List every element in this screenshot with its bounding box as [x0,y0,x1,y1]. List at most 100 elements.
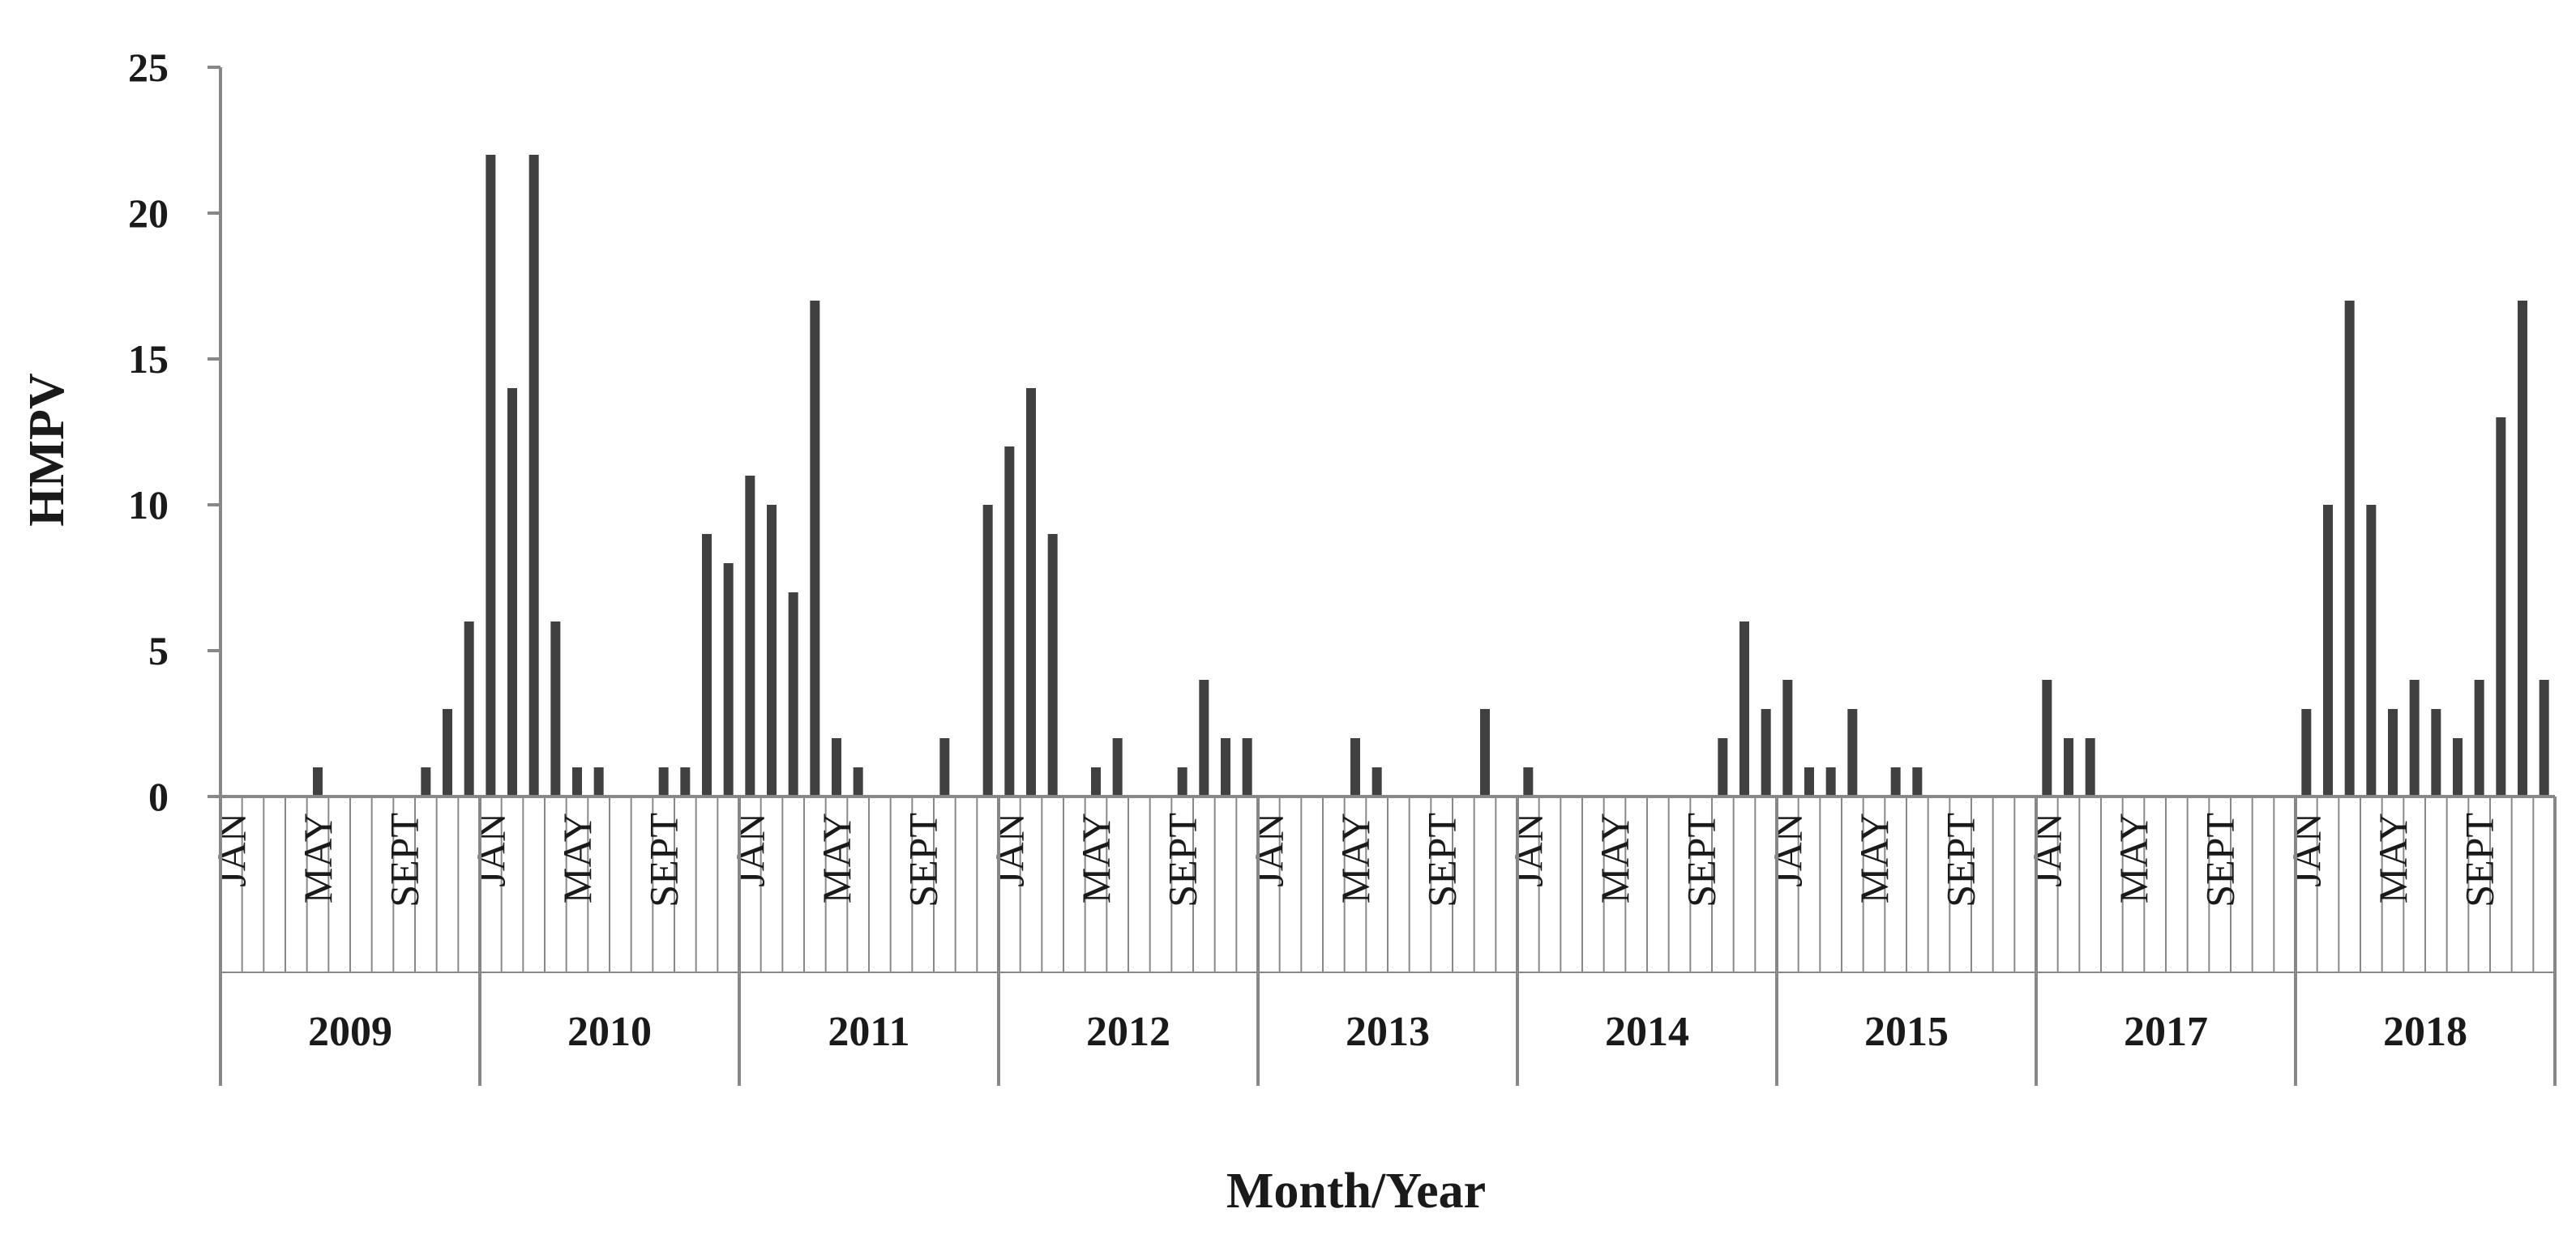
bar [2366,505,2377,797]
month-tick-label: MAY [1333,813,1378,903]
y-axis: 0 5 10 15 20 25 [128,45,222,819]
month-tick-label: JAN [986,813,1032,887]
year-label: 2014 [1605,1009,1689,1055]
bar [1825,767,1836,797]
x-axis-title: Month/Year [1226,1164,1486,1219]
bar [810,301,820,797]
bar [2323,505,2333,797]
bar [528,155,539,797]
x-axis: JAN MAY SEPT 2009 JAN MAY SEPT 2010 JAN MAY SEPT 20… [208,795,2557,1086]
bar [1221,738,1230,797]
bar [1804,767,1814,797]
bar [2539,680,2549,797]
bar [680,767,691,797]
bar [1177,767,1187,797]
year-label: 2017 [2124,1009,2208,1055]
month-tick-label: SEPT [901,813,946,908]
bar [2409,680,2420,797]
month-tick-label: SEPT [2197,813,2243,908]
year-label: 2015 [1864,1009,1949,1055]
bar [788,592,798,797]
bar [939,738,950,797]
bar [2518,301,2527,797]
bar [832,738,841,797]
month-tick-label: JAN [2024,813,2069,887]
month-tick-label: SEPT [1679,813,1724,908]
month-tick-label: MAY [295,813,340,903]
bar [1026,388,1036,797]
y-tick-label: 15 [128,336,169,382]
year-label: 2018 [2383,1009,2467,1055]
y-tick-label: 25 [128,45,169,90]
bar [421,767,431,797]
bar [443,709,452,797]
bar [2453,738,2463,797]
bar [1091,767,1101,797]
year-label: 2010 [567,1009,652,1055]
y-tick-label: 0 [148,774,169,819]
year-label: 2013 [1346,1009,1430,1055]
month-tick-label: MAY [1592,813,1637,903]
bar [1004,446,1015,797]
y-tick-label: 5 [148,628,169,673]
bar [702,534,712,797]
bar [2064,738,2073,797]
bar [572,767,582,797]
month-tick-label: MAY [2111,813,2156,903]
bar [2301,709,2312,797]
bar [1112,738,1123,797]
bar [1199,680,1209,797]
month-tick-label: SEPT [641,813,687,908]
bar [1718,738,1728,797]
y-tick-label: 20 [128,190,169,236]
bar [486,155,496,797]
month-tick-label: MAY [814,813,859,903]
bar [1847,709,1858,797]
bar [593,767,604,797]
bar [723,563,734,797]
y-tick-label: 10 [128,482,169,527]
y-axis-title: HMPV [19,373,75,527]
bar [1890,767,1901,797]
bar [658,767,669,797]
year-label: 2009 [308,1009,392,1055]
bar [2431,709,2441,797]
month-tick-label: SEPT [382,813,427,908]
year-label: 2012 [1086,1009,1170,1055]
bar [313,767,323,797]
bar [1350,738,1360,797]
month-tick-label: MAY [2370,813,2416,903]
bar [767,505,777,797]
bar [1739,621,1749,797]
bar [464,621,474,797]
bar [982,505,993,797]
plot-area [313,155,2549,797]
month-tick-label: SEPT [1160,813,1205,908]
month-tick-label: JAN [2283,813,2329,887]
bar [1761,709,1771,797]
bar [745,476,755,797]
year-label: 2011 [828,1009,909,1055]
month-tick-label: JAN [727,813,772,887]
bar [2496,417,2506,797]
bar [2042,680,2052,797]
bar [2085,738,2095,797]
month-tick-label: SEPT [2457,813,2502,908]
month-tick-label: MAY [554,813,600,903]
bar [1480,709,1490,797]
month-tick-label: JAN [1246,813,1291,887]
month-tick-label: JAN [468,813,513,887]
bar [1912,767,1923,797]
bar [2344,301,2355,797]
bar [507,388,517,797]
month-tick-label: SEPT [1938,813,1983,908]
bar [2474,680,2484,797]
month-tick-label: JAN [1765,813,1810,887]
month-tick-label: JAN [208,813,254,887]
bar [1371,767,1382,797]
month-tick-label: MAY [1073,813,1119,903]
bar [550,621,561,797]
month-tick-label: JAN [1505,813,1551,887]
bar [1047,534,1058,797]
